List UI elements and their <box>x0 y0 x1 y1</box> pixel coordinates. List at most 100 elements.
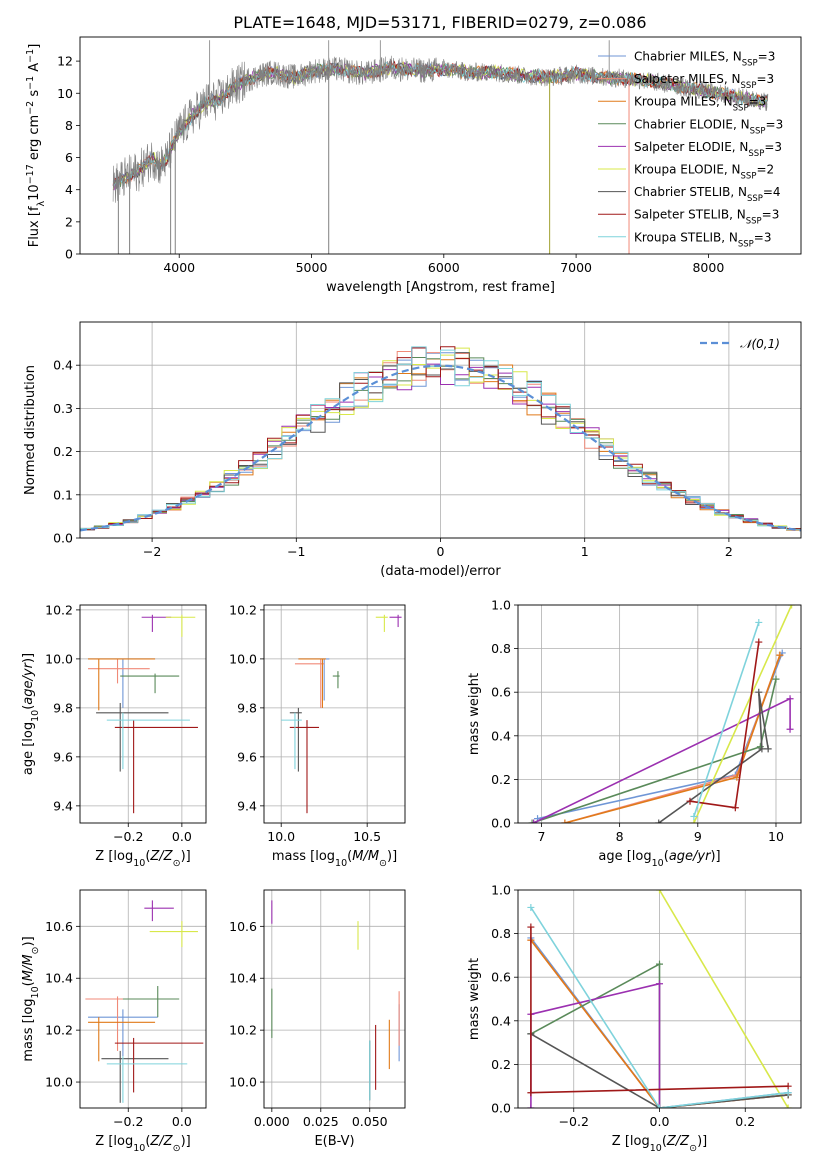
y-tick-label: 10.2 <box>229 1023 257 1038</box>
y-tick-label: 10.6 <box>45 919 73 934</box>
mass-weight-marker-salpeter_elodie <box>786 725 794 733</box>
legend-sub: SSP <box>741 172 757 182</box>
x-tick-label: 0 <box>437 544 445 559</box>
legend-sub: SSP <box>742 59 758 69</box>
mass-weight-marker-kroupa_elodie <box>784 1104 792 1108</box>
label-part: Z [log <box>95 849 133 864</box>
mass-weight-line-kroupa_stelib <box>530 906 789 1108</box>
label-part: −1 <box>25 49 36 63</box>
y-tick-label: 0.2 <box>53 444 73 459</box>
plot-area <box>527 890 792 1108</box>
y-tick-label: 0.4 <box>491 728 511 743</box>
y-tick-label: 10.2 <box>229 602 257 617</box>
label-part: age/yr <box>669 849 712 864</box>
label-part: wavelength [Angstrom, rest frame] <box>326 280 555 295</box>
panel-2: −2 −1 0 1 2 0.0 0.1 0.2 0.3 0.4 (data-model)/error… <box>23 321 802 579</box>
y-tick-label: 10.0 <box>45 651 73 666</box>
legend-text: Kroupa STELIB, N <box>634 230 738 244</box>
y-tick-label: 0.0 <box>491 1101 511 1116</box>
mass-weight-marker-salpeter_elodie <box>656 980 663 988</box>
y-tick-label: 9.6 <box>237 749 257 764</box>
legend-val: =3 <box>762 208 780 222</box>
label-part: age [log <box>598 849 651 864</box>
legend-text: Salpeter STELIB, N <box>634 208 746 222</box>
panel-3: −0.2 0.09.49.69.810.010.2Z [log10(Z/Z⊙)]a… <box>21 602 207 869</box>
label-part: mass weight <box>467 958 482 1040</box>
x-axis-label: mass [log10(M/M⊙)] <box>272 849 397 869</box>
panel-7: 0.000 0.025 0.050 10.0 10.2 10.4 10.6 E(B-V) <box>229 889 406 1149</box>
legend-label-chabrier_miles: Chabrier MILES, NSSP=3 <box>634 50 775 69</box>
axes-frame <box>517 889 802 1109</box>
legend-val: =2 <box>756 163 774 177</box>
x-tick-label: 7000 <box>560 260 592 275</box>
mass-weight-marker-salpeter_stelib <box>527 923 535 931</box>
y-tick-label: 0.2 <box>491 1057 511 1072</box>
y-tick-label: 12 <box>57 54 73 69</box>
x-tick-label: 8 <box>616 829 624 844</box>
legend-sub: SSP <box>748 149 764 159</box>
label-part: ( <box>662 1134 667 1149</box>
y-tick-label: 1.0 <box>491 883 511 898</box>
label-part: age [log <box>21 722 36 775</box>
y-tick-label: 4 <box>65 182 73 197</box>
legend-label-salpeter_miles: Salpeter MILES, NSSP=3 <box>634 72 774 91</box>
legend-text: Chabrier STELIB, N <box>634 185 747 199</box>
y-tick-label: 8 <box>65 118 73 133</box>
mass-weight-marker-salpeter_elodie <box>527 1104 535 1108</box>
mass-weight-marker-salpeter_stelib <box>527 1089 535 1097</box>
label-part: 10 <box>27 184 42 201</box>
y-tick-label: 9.4 <box>237 798 257 813</box>
x-tick-label: 9 <box>694 829 702 844</box>
panel-6: −0.2 0.010.010.210.410.6Z [log10(Z/Z⊙)]ma… <box>21 889 207 1154</box>
label-part: (data-model)/error <box>380 564 501 579</box>
y-tick-label: 0.4 <box>53 358 73 373</box>
label-part: ( <box>21 705 36 710</box>
mass-weight-marker-kroupa_elodie <box>788 605 796 609</box>
label-part: )] <box>181 849 191 864</box>
legend-label-gaussian: 𝒩(0,1) <box>740 337 780 351</box>
y-tick-label: 0.6 <box>491 970 511 985</box>
legend-sub: SSP <box>746 217 762 227</box>
legend-text: Chabrier ELODIE, N <box>634 117 750 131</box>
gridlines <box>80 605 206 823</box>
y-axis-label: mass [log10(M/M⊙)] <box>21 936 41 1061</box>
legend-text: Chabrier MILES, N <box>634 50 742 64</box>
legend-val: =3 <box>756 72 774 86</box>
axes-frame <box>263 604 406 824</box>
mass-weight-marker-chabrier_stelib <box>764 745 772 753</box>
label-part: erg cm <box>27 115 42 164</box>
x-axis-label: wavelength [Angstrom, rest frame] <box>326 280 555 295</box>
gaussian-curve <box>80 364 801 532</box>
y-axis-label: Flux [fλ10−17 erg cm−2 s−1 A−1] <box>25 44 47 248</box>
x-tick-label: 6000 <box>428 260 460 275</box>
x-tick-label: 0.000 <box>254 1114 290 1129</box>
mass-weight-marker-kroupa_miles <box>561 819 569 823</box>
legend-text: Salpeter MILES, N <box>634 72 741 86</box>
mass-weight-marker-salpeter_elodie <box>530 819 538 823</box>
histogram-kroupa_stelib <box>80 346 801 531</box>
x-tick-label: 10.5 <box>353 829 381 844</box>
label-part: ( <box>145 849 150 864</box>
y-tick-label: 10.6 <box>229 919 257 934</box>
y-tick-label: 9.6 <box>53 749 73 764</box>
y-tick-label: 0.8 <box>491 926 511 941</box>
mass-weight-marker-salpeter_stelib <box>731 804 739 812</box>
label-part: ⊙ <box>173 1143 181 1154</box>
y-tick-label: 9.8 <box>237 700 257 715</box>
legend-sub: SSP <box>750 126 766 136</box>
x-axis-label: Z [log10(Z/Z⊙)] <box>612 1134 707 1154</box>
label-part: −17 <box>25 164 36 184</box>
legend-label-chabrier_elodie: Chabrier ELODIE, NSSP=3 <box>634 117 783 136</box>
legend-label-salpeter_elodie: Salpeter ELODIE, NSSP=3 <box>634 140 782 159</box>
legend-val: =3 <box>758 50 776 64</box>
y-tick-label: 10.4 <box>45 971 73 986</box>
mass-weight-marker-kroupa_elodie <box>656 890 663 894</box>
y-tick-label: 10.2 <box>45 602 73 617</box>
mass-weight-line-salpeter_miles <box>564 654 781 823</box>
axes-frame <box>79 604 207 824</box>
label-part: ⊙ <box>173 858 181 869</box>
legend-text: Kroupa ELODIE, N <box>634 163 741 177</box>
x-tick-label: 5000 <box>296 260 328 275</box>
legend-val: =3 <box>754 230 772 244</box>
